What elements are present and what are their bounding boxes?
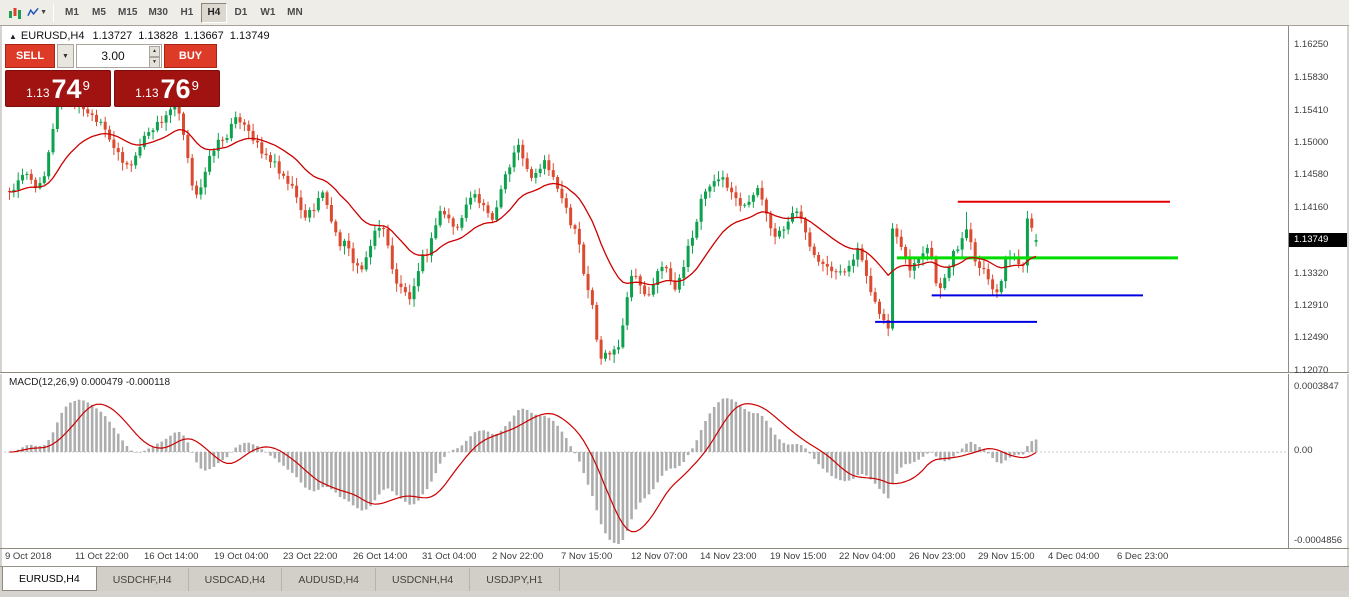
time-axis-label: 7 Nov 15:00 xyxy=(561,551,613,562)
price-axis-label: 1.15410 xyxy=(1294,105,1329,116)
volume-spinner: ▲ ▼ xyxy=(149,46,160,68)
candles-layer xyxy=(8,86,1178,365)
panel-splitter[interactable] xyxy=(0,371,1349,376)
chevron-down-icon: ▼ xyxy=(40,9,47,16)
price-axis-label: 1.14580 xyxy=(1294,169,1329,180)
time-axis-label: 23 Oct 22:00 xyxy=(283,551,338,562)
timeframe-button-d1[interactable]: D1 xyxy=(234,7,248,19)
ohlc-high: 1.13828 xyxy=(138,30,179,42)
price-axis-label: 1.14160 xyxy=(1294,202,1329,213)
buy-price-prefix: 1.13 xyxy=(135,86,159,100)
current-price-tag: 1.13749 xyxy=(1289,233,1347,247)
timeframe-button-m30[interactable]: M30 xyxy=(148,7,168,19)
time-axis-label: 6 Dec 23:00 xyxy=(1117,551,1169,562)
volume-field-wrap: ▲ ▼ xyxy=(76,44,162,68)
timeframe-button-h1[interactable]: H1 xyxy=(180,7,194,19)
toolbar: ▼ M1 M5 M15 M30 H1 H4 D1 W1 MN xyxy=(0,0,1349,26)
ohlc-open: 1.13727 xyxy=(92,30,133,42)
price-axis-label: 1.12490 xyxy=(1294,332,1329,343)
price-axis-label: 1.12070 xyxy=(1294,365,1329,376)
time-axis-label: 14 Nov 23:00 xyxy=(700,551,757,562)
time-axis-label: 12 Nov 07:00 xyxy=(631,551,688,562)
macd-signal-line xyxy=(9,403,1037,533)
volume-input[interactable] xyxy=(77,45,161,67)
chart-tab-usdchf[interactable]: USDCHF,H4 xyxy=(97,568,189,591)
moving-average-line xyxy=(9,128,1037,286)
timeframe-button-w1[interactable]: W1 xyxy=(260,7,276,19)
macd-axis-top-label: 0.0003847 xyxy=(1294,381,1339,392)
volume-dropdown-button[interactable]: ▼ xyxy=(57,44,74,68)
spinner-down-icon[interactable]: ▼ xyxy=(149,57,160,68)
chevron-down-icon: ▼ xyxy=(62,52,69,60)
symbol-ohlc-readout: ▲ EURUSD,H4 1.13727 1.13828 1.13667 1.13749 xyxy=(9,30,276,42)
chart-tab-eurusd[interactable]: EURUSD,H4 xyxy=(2,567,97,591)
chart-tab-audusd[interactable]: AUDUSD,H4 xyxy=(282,568,376,591)
timeframe-button-h4[interactable]: H4 xyxy=(200,2,227,23)
time-axis-label: 16 Oct 14:00 xyxy=(144,551,199,562)
chart-window-icon-glyph xyxy=(9,7,21,19)
indicator-dropdown-icon[interactable]: ▼ xyxy=(26,3,48,23)
price-axis-label: 1.12910 xyxy=(1294,300,1329,311)
sell-price-panel[interactable]: 1.13 74 9 xyxy=(5,70,111,107)
chart-tab-usdcad[interactable]: USDCAD,H4 xyxy=(189,568,283,591)
indicator-zigzag-glyph xyxy=(27,7,39,17)
time-axis-label: 26 Nov 23:00 xyxy=(909,551,966,562)
trade-panel-controls: SELL ▼ ▲ ▼ BUY xyxy=(5,44,221,68)
time-axis-label: 9 Oct 2018 xyxy=(5,551,52,562)
timeframe-button-m15[interactable]: M15 xyxy=(118,7,138,19)
symbol-label: EURUSD,H4 xyxy=(20,30,85,42)
time-axis-label: 26 Oct 14:00 xyxy=(353,551,408,562)
symbol-arrow-icon: ▲ xyxy=(9,32,17,41)
timeframe-toolbar: M1 M5 M15 M30 H1 H4 D1 W1 MN xyxy=(59,2,309,23)
chart-tabs: EURUSD,H4 USDCHF,H4 USDCAD,H4 AUDUSD,H4 USDC… xyxy=(0,566,1349,591)
time-axis-label: 11 Oct 22:00 xyxy=(75,551,129,562)
time-axis-label: 2 Nov 22:00 xyxy=(492,551,544,562)
spinner-up-icon[interactable]: ▲ xyxy=(149,46,160,57)
trade-panel-quotes: 1.13 74 9 1.13 76 9 xyxy=(5,70,221,107)
time-axis-label: 4 Dec 04:00 xyxy=(1048,551,1100,562)
sell-price-prefix: 1.13 xyxy=(26,86,50,100)
sell-price-sup: 9 xyxy=(82,78,90,93)
chart-window-icon[interactable] xyxy=(4,3,26,23)
macd-axis-zero-label: 0.00 xyxy=(1294,445,1313,456)
time-axis-label: 31 Oct 04:00 xyxy=(422,551,477,562)
toolbar-separator xyxy=(53,3,54,22)
price-axis-label: 1.15830 xyxy=(1294,72,1329,83)
price-axis-label: 1.13320 xyxy=(1294,268,1329,279)
chart-tab-usdjpy[interactable]: USDJPY,H1 xyxy=(470,568,560,591)
time-axis-label: 29 Nov 15:00 xyxy=(978,551,1035,562)
timeframe-button-mn[interactable]: MN xyxy=(287,7,303,19)
timeframe-button-m5[interactable]: M5 xyxy=(92,7,106,19)
time-axis-label: 19 Nov 15:00 xyxy=(770,551,827,562)
buy-price-sup: 9 xyxy=(191,78,199,93)
macd-axis-bottom-label: -0.0004856 xyxy=(1294,535,1343,546)
macd-layer xyxy=(2,398,1288,544)
ohlc-close: 1.13749 xyxy=(229,30,270,42)
sell-button[interactable]: SELL xyxy=(5,44,55,68)
ohlc-low: 1.13667 xyxy=(184,30,224,42)
time-axis-label: 19 Oct 04:00 xyxy=(214,551,269,562)
sell-price-big: 74 xyxy=(51,74,82,104)
price-axis-label: 1.15000 xyxy=(1294,137,1329,148)
buy-price-big: 76 xyxy=(160,74,191,104)
time-axis-label: 22 Nov 04:00 xyxy=(839,551,896,562)
chart-tab-usdcnh[interactable]: USDCNH,H4 xyxy=(376,568,471,591)
macd-indicator-label: MACD(12,26,9) 0.000479 -0.000118 xyxy=(9,377,171,388)
timeframe-button-m1[interactable]: M1 xyxy=(65,7,79,19)
buy-price-panel[interactable]: 1.13 76 9 xyxy=(114,70,220,107)
buy-button[interactable]: BUY xyxy=(164,44,217,68)
price-axis-label: 1.16250 xyxy=(1294,39,1329,50)
